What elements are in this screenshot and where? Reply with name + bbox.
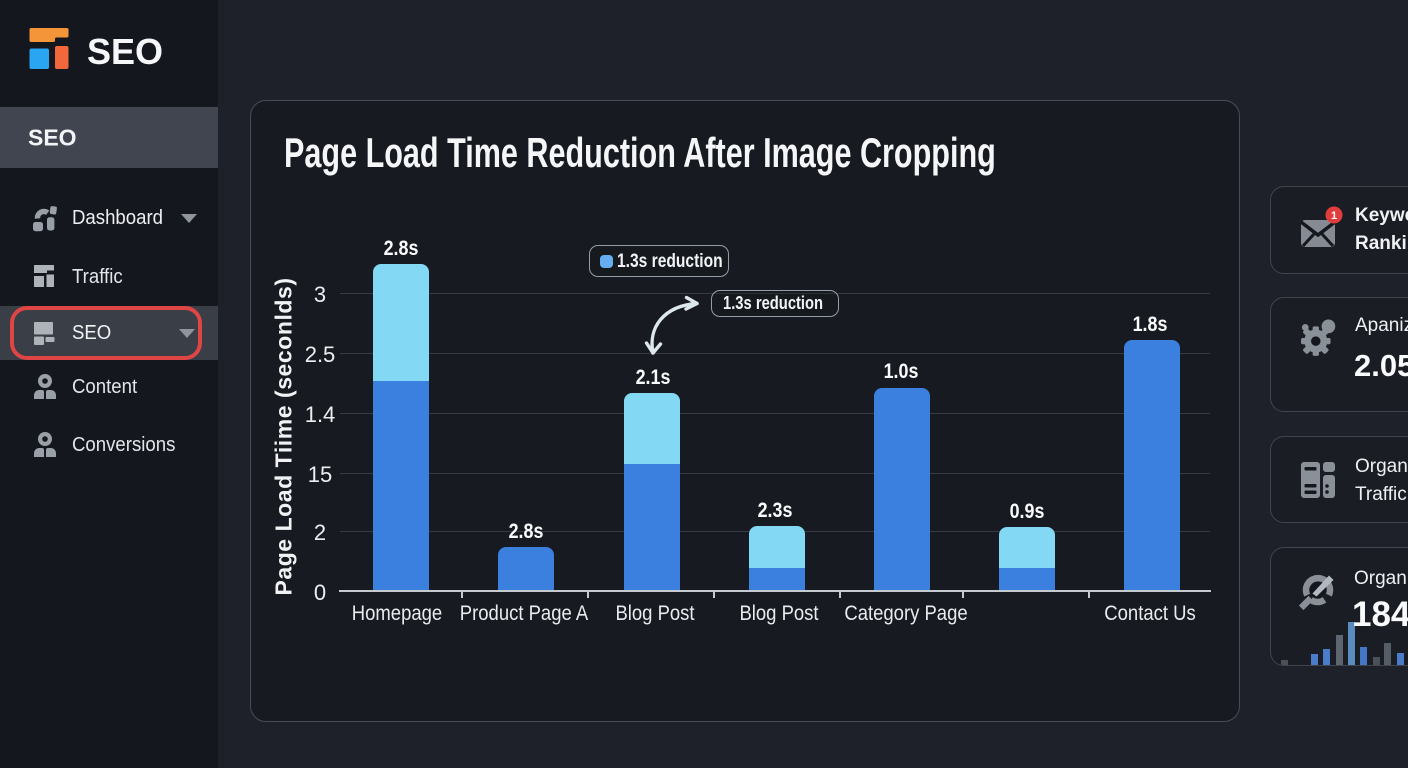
svg-text:1: 1: [1331, 210, 1337, 222]
